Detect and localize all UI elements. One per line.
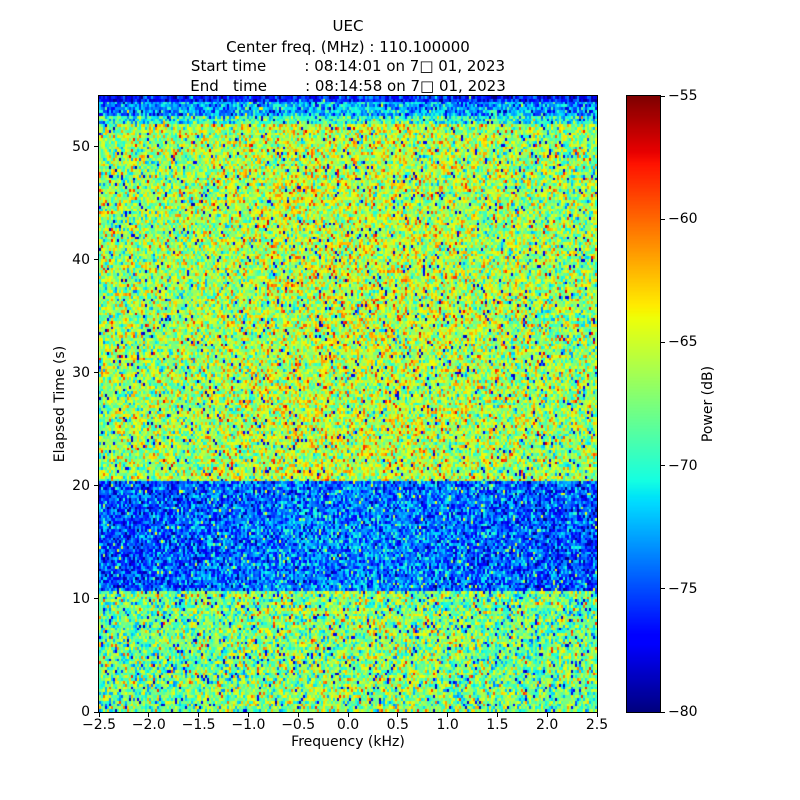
colorbar-tick-mark	[661, 95, 665, 97]
colorbar-tick-label: −75	[668, 580, 698, 597]
x-tick-label: 0.0	[336, 717, 360, 733]
y-tick-label: 0	[81, 704, 90, 720]
title-info-lines: Center freq. (MHz) : 110.100000 Start ti…	[99, 38, 597, 96]
colorbar-tick-mark	[661, 218, 665, 220]
x-tick-mark	[496, 713, 498, 717]
x-tick-mark	[148, 713, 150, 717]
y-tick-mark	[94, 485, 98, 487]
colorbar-tick-label: −80	[668, 704, 698, 720]
x-tick-mark	[447, 713, 449, 717]
colorbar-tick-mark	[661, 711, 665, 713]
spectrogram-heatmap-canvas	[99, 96, 597, 712]
y-axis-label: Elapsed Time (s)	[52, 345, 68, 463]
y-tick-label: 10	[72, 590, 90, 607]
chart-title: UEC	[332, 17, 364, 35]
x-tick-mark	[297, 713, 299, 717]
x-tick-label: 2.0	[536, 717, 559, 733]
y-tick-mark	[94, 598, 98, 600]
x-tick-label: 1.0	[436, 717, 459, 733]
x-tick-label: 1.5	[486, 717, 509, 733]
x-tick-label: −2.5	[82, 717, 116, 733]
x-tick-mark	[198, 713, 200, 717]
x-tick-label: −2.0	[131, 717, 166, 733]
x-tick-label: −1.0	[231, 717, 266, 733]
plot-frame	[98, 95, 598, 713]
y-tick-mark	[94, 711, 98, 713]
colorbar-tick-label: −60	[668, 211, 698, 228]
colorbar-tick-label: −65	[668, 334, 698, 351]
y-tick-mark	[94, 259, 98, 261]
colorbar-tick-mark	[661, 341, 665, 343]
colorbar-canvas	[627, 96, 660, 712]
x-tick-label: −0.5	[281, 717, 316, 733]
center-freq-line: Center freq. (MHz) : 110.100000	[226, 38, 470, 56]
x-tick-mark	[247, 713, 249, 717]
x-tick-mark	[596, 713, 598, 717]
end-time-line: End time : 08:14:58 on 7□ 01, 2023	[190, 76, 506, 95]
x-tick-mark	[546, 713, 548, 717]
start-time-line: Start time : 08:14:01 on 7□ 01, 2023	[190, 57, 506, 76]
y-tick-label: 40	[72, 251, 90, 268]
x-tick-mark	[397, 713, 399, 717]
colorbar-frame	[626, 95, 661, 713]
x-tick-label: −1.5	[181, 717, 216, 733]
title-block: UEC	[99, 17, 597, 36]
colorbar-tick-label: −70	[668, 457, 698, 474]
x-tick-mark	[98, 713, 100, 717]
colorbar-tick-label: −55	[668, 88, 698, 104]
x-tick-label: 0.5	[386, 717, 409, 733]
y-tick-mark	[94, 146, 98, 148]
y-tick-label: 30	[72, 364, 90, 381]
x-axis-label: Frequency (kHz)	[291, 734, 405, 750]
colorbar-label: Power (dB)	[700, 365, 716, 443]
colorbar-tick-mark	[661, 465, 665, 467]
y-tick-mark	[94, 372, 98, 374]
y-tick-label: 50	[72, 138, 90, 155]
x-tick-mark	[347, 713, 349, 717]
colorbar-tick-mark	[661, 588, 665, 590]
x-tick-label: 2.5	[585, 717, 609, 733]
y-tick-label: 20	[72, 477, 90, 494]
